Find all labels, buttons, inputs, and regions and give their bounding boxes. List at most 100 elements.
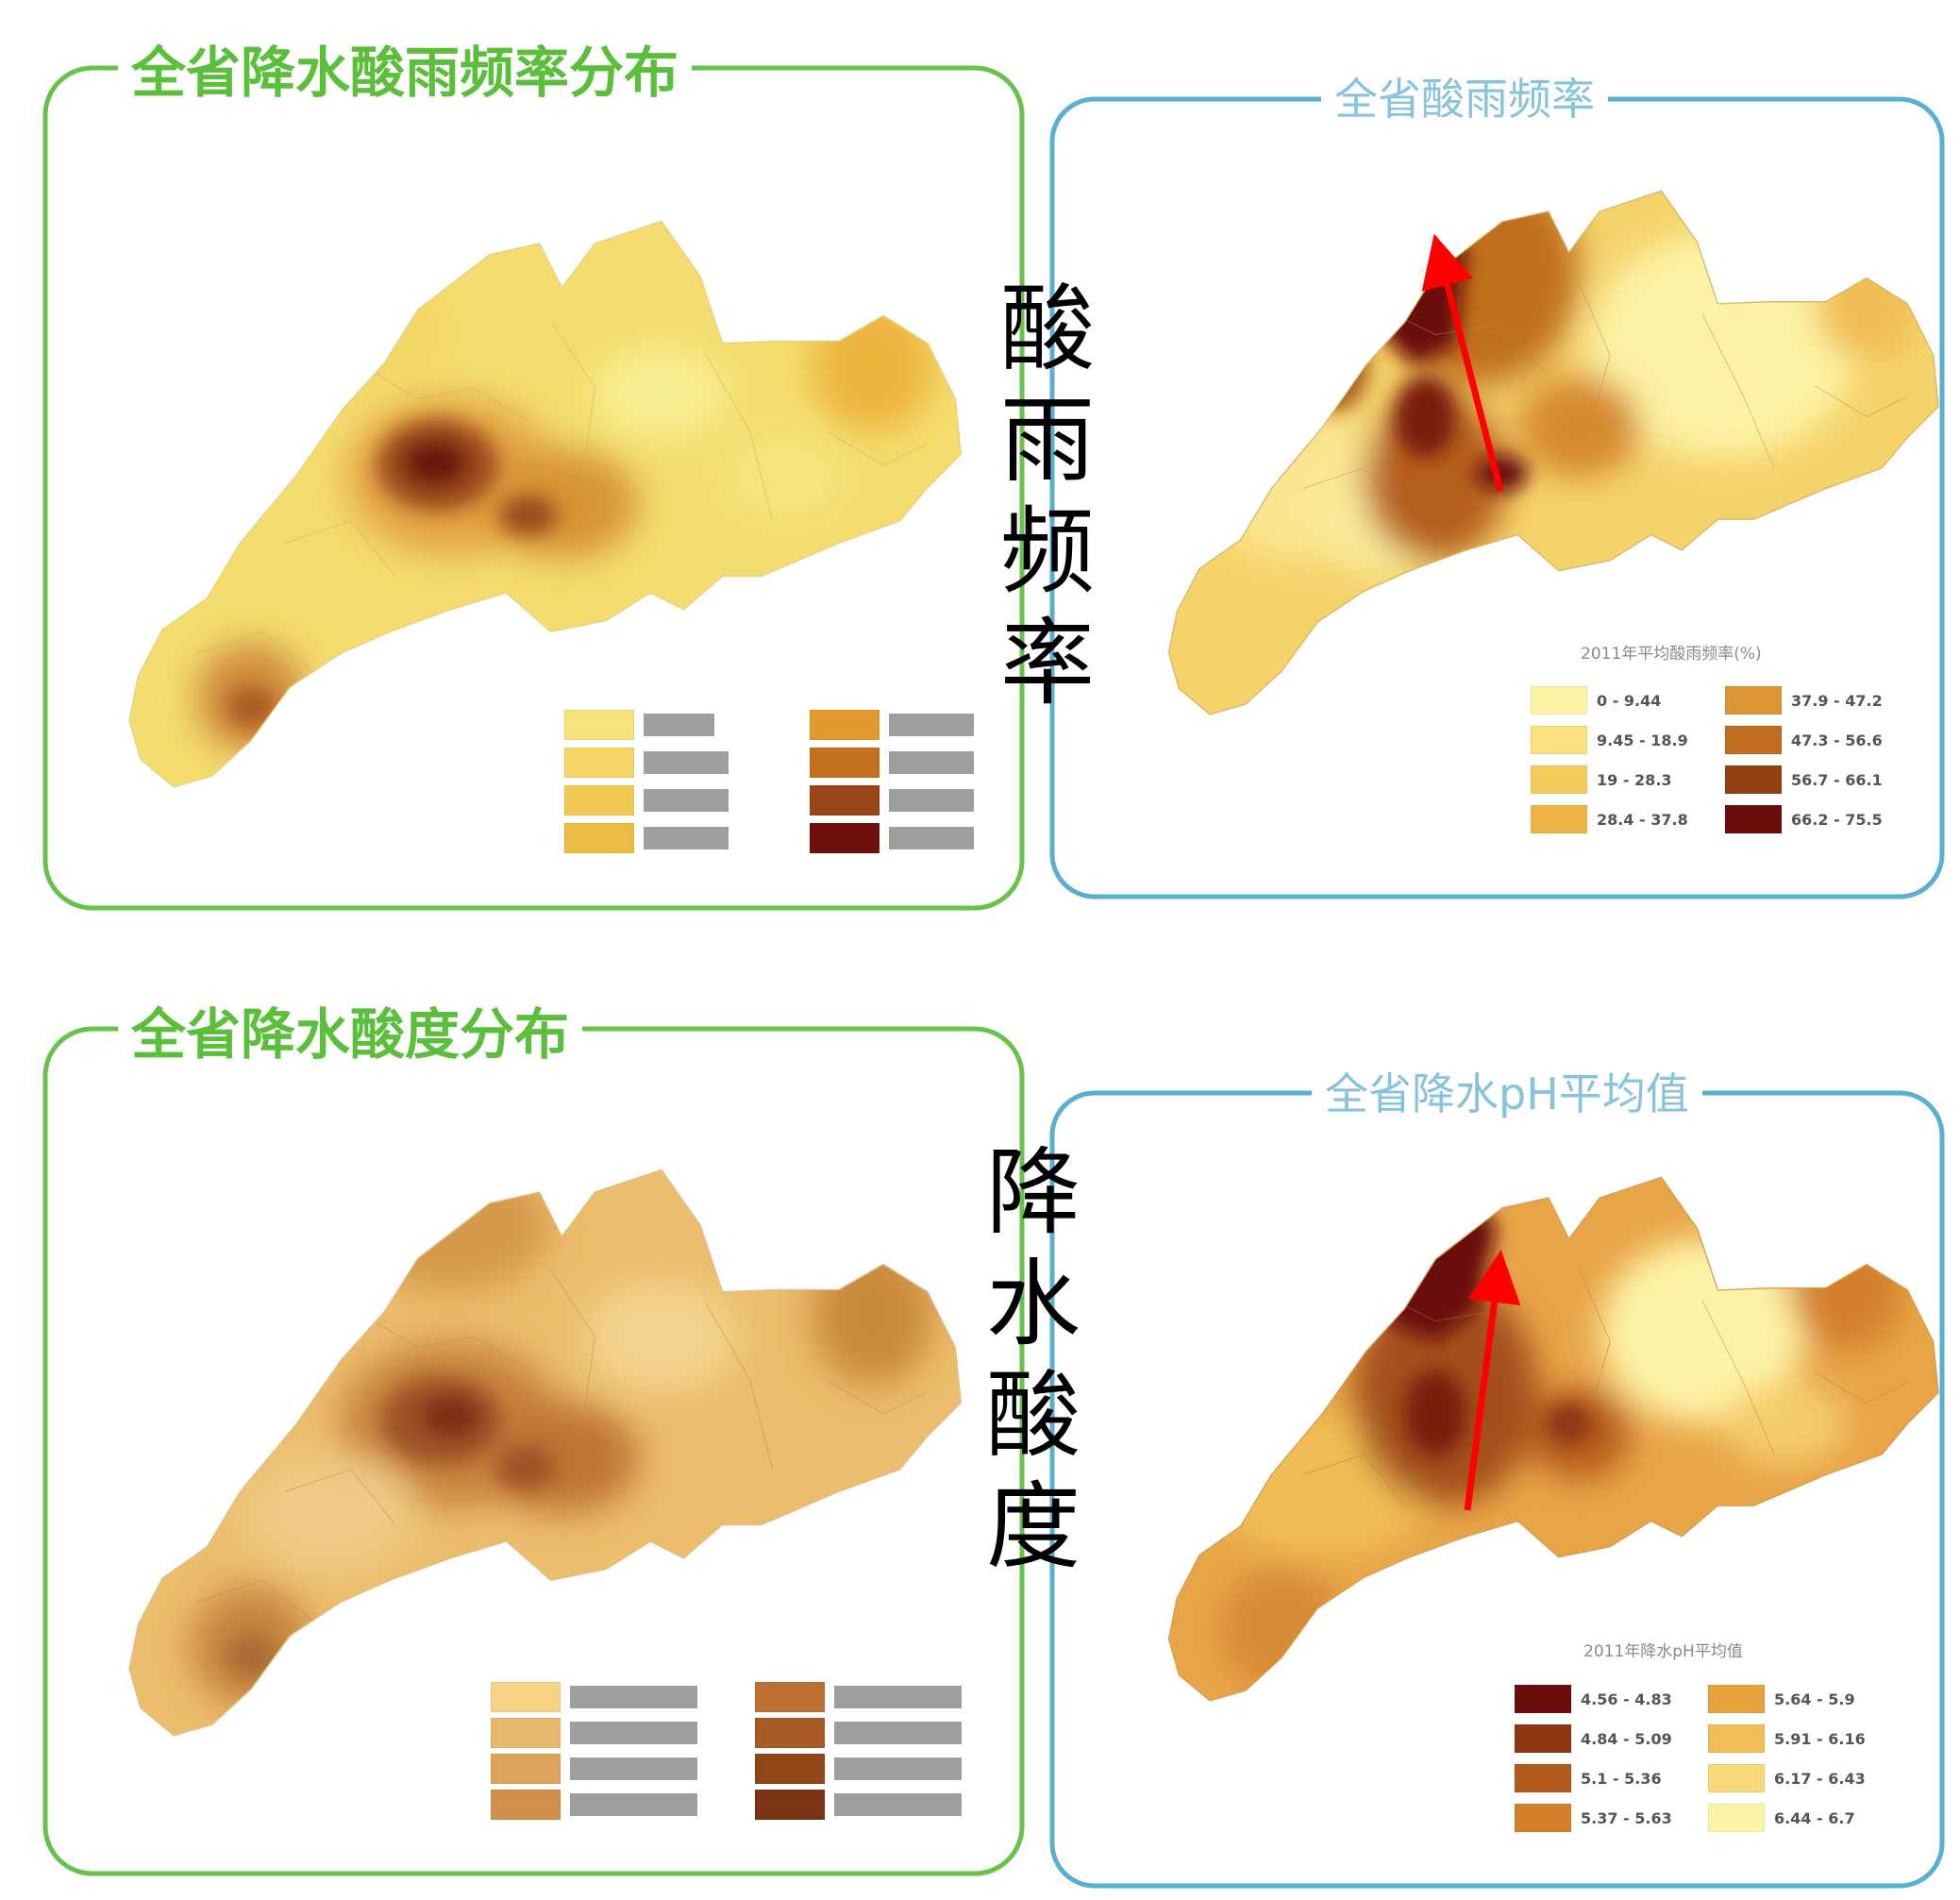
legend-label: 56.7 - 66.1: [1791, 770, 1883, 789]
legend-swatch: [564, 785, 634, 815]
legend-label: 9.45 - 18.9: [1597, 731, 1688, 749]
side-label-char: 雨: [1000, 385, 1095, 496]
trend-arrow: [1421, 233, 1504, 492]
legend-label-bar: [570, 1722, 697, 1744]
legend-label-bar: [570, 1686, 697, 1708]
legend-item: 0 - 9.44: [1531, 686, 1661, 715]
panel-acid-rain-frequency: 全省酸雨频率: [1038, 0, 1960, 934]
legend-swatch: [1531, 726, 1587, 754]
panel-precipitation-ph-average: 全省降水pH平均值: [1038, 953, 1960, 1900]
legend-item: 4.56 - 4.83: [1515, 1685, 1672, 1713]
legend-label-bar: [644, 714, 714, 736]
legend-swatch: [1531, 686, 1587, 715]
side-label-char: 降: [986, 1137, 1081, 1248]
legend-item: [755, 1682, 962, 1712]
legend-item: [755, 1790, 962, 1820]
legend-swatch: [1515, 1804, 1571, 1832]
panel-title: 全省降水酸度分布: [118, 1007, 583, 1062]
legend-item: [564, 748, 729, 778]
legend-label-bar: [834, 1686, 962, 1708]
legend-swatch: [1515, 1724, 1571, 1753]
legend-label-bar: [644, 827, 729, 849]
legend-swatch: [1725, 765, 1782, 794]
side-label-char: 酸: [986, 1360, 1081, 1471]
legend-swatch: [810, 823, 879, 853]
legend-item: 56.7 - 66.1: [1725, 765, 1883, 794]
legend-label: 0 - 9.44: [1597, 691, 1662, 710]
legend-item: 47.3 - 56.6: [1725, 726, 1883, 754]
legend-swatch: [491, 1682, 561, 1712]
legend-swatch: [810, 710, 879, 740]
side-label-char: 水: [986, 1249, 1081, 1359]
legend-label: 28.4 - 37.8: [1597, 810, 1688, 829]
legend-swatch: [755, 1682, 825, 1712]
legend-label: 4.56 - 4.83: [1581, 1690, 1672, 1708]
legend-label: 47.3 - 56.6: [1791, 731, 1883, 749]
legend-swatch: [755, 1790, 825, 1820]
guangdong-map: [1167, 190, 1939, 715]
legend-label: 5.64 - 5.9: [1774, 1690, 1855, 1708]
trend-arrow: [1464, 1250, 1521, 1511]
legend-item: [755, 1754, 962, 1784]
legend-swatch: [1725, 726, 1782, 754]
legend-label: 6.17 - 6.43: [1774, 1769, 1866, 1788]
legend-title: 2011年平均酸雨频率(%): [1581, 645, 1762, 664]
legend-item: [491, 1790, 697, 1820]
legend-label-bar: [644, 751, 729, 774]
panel-title: 全省酸雨频率: [1321, 77, 1608, 121]
legend-swatch: [491, 1790, 561, 1820]
legend-label: 37.9 - 47.2: [1791, 691, 1883, 710]
legend-item: 19 - 28.3: [1531, 765, 1672, 794]
legend-item: [810, 785, 974, 815]
legend-label-bar: [889, 751, 974, 774]
legend-swatch: [1531, 805, 1587, 833]
legend-item: [810, 710, 974, 740]
legend-swatch: [1708, 1724, 1765, 1753]
legend-label: 5.37 - 5.63: [1581, 1808, 1672, 1827]
legend-label-bar: [570, 1757, 697, 1780]
legend-swatch: [1708, 1764, 1765, 1792]
legend-swatch: [491, 1718, 561, 1748]
legend-swatch: [1725, 805, 1782, 833]
legend-item: [810, 748, 974, 778]
legend-item: [755, 1718, 962, 1748]
legend-label: 4.84 - 5.09: [1581, 1729, 1672, 1748]
side-label-char: 酸: [1000, 274, 1095, 384]
guangdong-map: [1167, 1176, 1939, 1702]
legend-item: [564, 823, 729, 853]
legend-item: 37.9 - 47.2: [1725, 686, 1883, 715]
legend-item: 5.1 - 5.36: [1515, 1764, 1662, 1792]
legend-item: 66.2 - 75.5: [1725, 805, 1883, 833]
legend-swatch: [1725, 686, 1782, 715]
side-label-acid-rain-frequency: 酸 雨 频 率: [986, 274, 1109, 719]
legend-label-bar: [834, 1793, 962, 1816]
legend-title: 2011年降水pH平均值: [1583, 1642, 1743, 1661]
legend-swatch: [810, 785, 879, 815]
legend-swatch: [564, 823, 634, 853]
legend-item: [564, 710, 714, 740]
legend-item: [564, 785, 729, 815]
legend-swatch: [1515, 1764, 1571, 1792]
legend-item: 28.4 - 37.8: [1531, 805, 1688, 833]
panel-title: 全省降水pH平均值: [1312, 1072, 1702, 1116]
guangdong-map: [128, 220, 962, 788]
legend-item: 5.64 - 5.9: [1708, 1685, 1855, 1713]
legend-swatch: [1531, 765, 1587, 794]
legend-label-bar: [834, 1722, 962, 1744]
side-label-char: 频: [1000, 496, 1095, 607]
legend-swatch: [564, 710, 634, 740]
panel-acid-rain-frequency-distribution: 全省降水酸雨频率分布: [0, 0, 1038, 934]
side-label-char: 度: [986, 1471, 1081, 1582]
legend-label: 5.1 - 5.36: [1581, 1769, 1662, 1788]
legend-swatch: [755, 1718, 825, 1748]
legend-swatch: [491, 1754, 561, 1784]
legend-item: [491, 1718, 697, 1748]
legend-item: [491, 1754, 697, 1784]
legend-label-bar: [570, 1793, 697, 1816]
legend-label-bar: [644, 789, 729, 812]
legend-item: 4.84 - 5.09: [1515, 1724, 1672, 1753]
legend-label: 66.2 - 75.5: [1791, 810, 1883, 829]
guangdong-map: [128, 1169, 962, 1737]
legend-item: 9.45 - 18.9: [1531, 726, 1688, 754]
legend-swatch: [755, 1754, 825, 1784]
